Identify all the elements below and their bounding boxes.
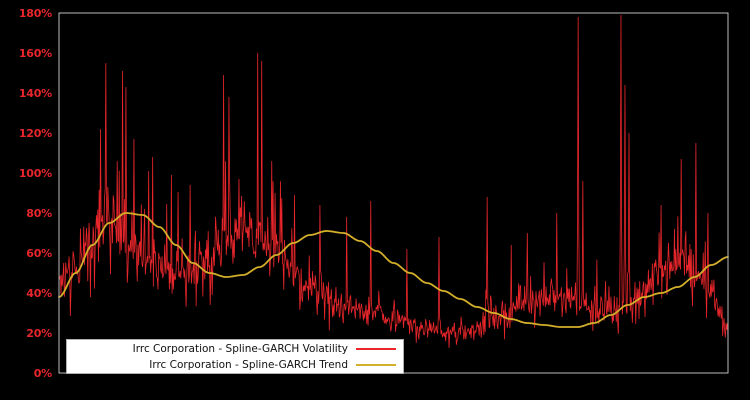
ytick-label-180: 180% bbox=[18, 7, 52, 20]
ytick-label-120: 120% bbox=[18, 127, 52, 140]
ytick-label-0: 0% bbox=[33, 367, 52, 380]
ytick-label-20: 20% bbox=[26, 327, 52, 340]
legend-entry-trend: Irrc Corporation - Spline-GARCH Trend bbox=[67, 357, 403, 373]
ytick-label-160: 160% bbox=[18, 47, 52, 60]
series-layer bbox=[58, 14, 729, 348]
trend-series-line bbox=[58, 212, 729, 328]
legend-label-volatility: Irrc Corporation - Spline-GARCH Volatili… bbox=[132, 343, 348, 355]
legend-line-swatch-trend bbox=[356, 364, 396, 366]
legend-entry-volatility: Irrc Corporation - Spline-GARCH Volatili… bbox=[67, 341, 403, 357]
plot-background bbox=[59, 13, 728, 373]
legend-line-swatch-volatility bbox=[356, 348, 396, 350]
chart-legend: Irrc Corporation - Spline-GARCH Volatili… bbox=[66, 339, 404, 374]
ytick-label-100: 100% bbox=[18, 167, 52, 180]
ytick-label-140: 140% bbox=[18, 87, 52, 100]
volatility-series-line bbox=[58, 14, 729, 348]
ytick-label-60: 60% bbox=[26, 247, 52, 260]
ytick-label-80: 80% bbox=[26, 207, 52, 220]
ytick-label-40: 40% bbox=[26, 287, 52, 300]
legend-label-trend: Irrc Corporation - Spline-GARCH Trend bbox=[149, 359, 348, 371]
